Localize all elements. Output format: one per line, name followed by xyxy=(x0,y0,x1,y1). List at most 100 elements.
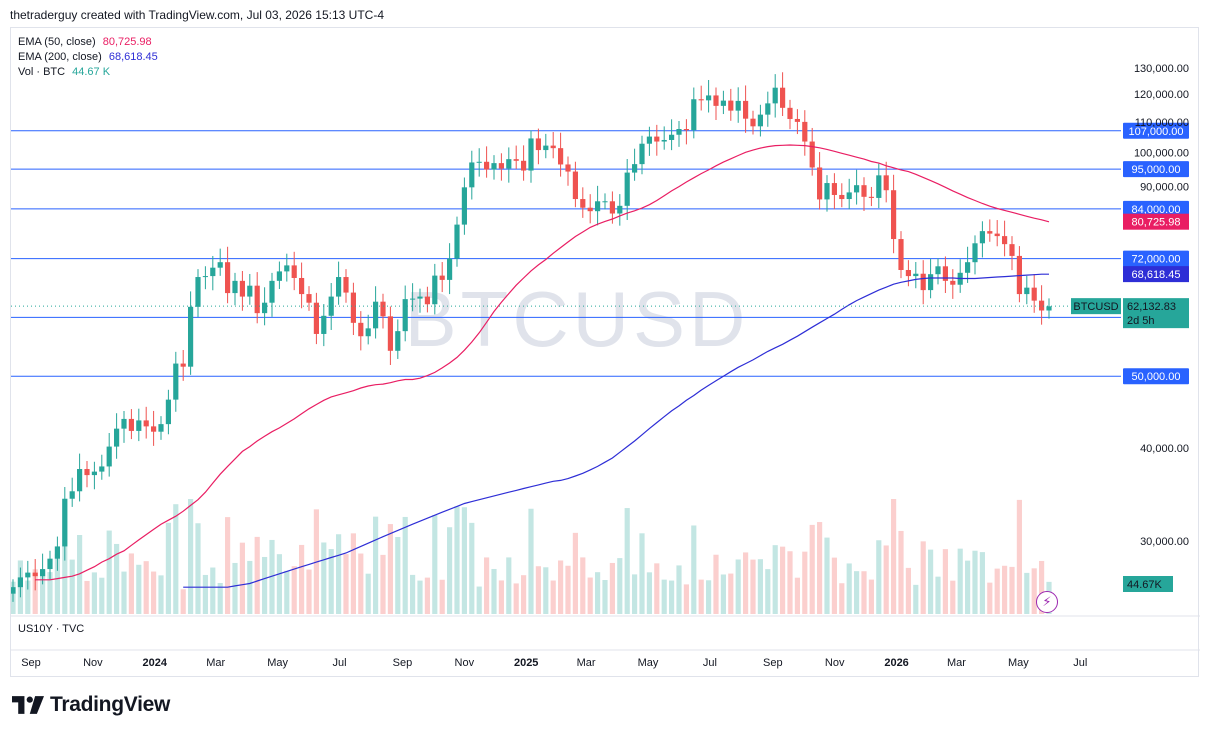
candle-body xyxy=(469,162,475,188)
candle-body xyxy=(846,192,852,200)
candle-body xyxy=(365,328,371,337)
volume-bar xyxy=(17,560,23,614)
volume-bar xyxy=(128,553,134,614)
x-tick-label-6: Sep xyxy=(393,657,413,669)
volume-bar xyxy=(84,580,90,614)
volume-bar xyxy=(202,574,208,614)
candle-body xyxy=(291,265,297,278)
candle-body xyxy=(69,491,75,499)
candle-body xyxy=(1002,236,1008,245)
x-tick-label-5: Jul xyxy=(332,657,346,669)
volume-bar xyxy=(691,525,697,614)
candle-body xyxy=(905,269,911,277)
volume-bar xyxy=(617,558,623,614)
candle-body xyxy=(920,273,926,291)
candle-body xyxy=(876,175,882,198)
candle-body xyxy=(942,266,948,281)
volume-bar xyxy=(365,573,371,614)
x-tick-label-8: 2025 xyxy=(514,657,538,669)
volume-bar xyxy=(950,580,956,614)
volume-bar xyxy=(713,554,719,614)
volume-bar xyxy=(439,579,445,614)
candle-body xyxy=(306,294,312,303)
volume-bar xyxy=(646,572,652,614)
y-tick-label-3: 100,000.00 xyxy=(1134,148,1189,160)
volume-bar xyxy=(11,581,16,614)
volume-bar xyxy=(484,557,490,614)
candle-body xyxy=(572,171,578,200)
volume-bar xyxy=(402,516,408,614)
volume-bar xyxy=(498,580,504,614)
price-chart[interactable]: BTCUSD 107,000.00 95,000.00 84,000.00 72,000… xyxy=(11,28,1200,678)
x-tick-label-2: 2024 xyxy=(143,657,168,669)
legend-ema50[interactable]: EMA (50, close) 80,725.98 xyxy=(18,35,158,50)
volume-bar xyxy=(454,506,460,614)
volume-bar xyxy=(543,567,549,614)
volume-bar xyxy=(809,524,815,614)
volume-bar xyxy=(735,559,741,614)
candle-body xyxy=(313,302,319,334)
volume-bar xyxy=(47,572,53,614)
lightning-icon[interactable]: ⚡ xyxy=(1036,591,1058,613)
candle-body xyxy=(839,194,845,200)
candle-body xyxy=(994,233,1000,237)
ema200-line xyxy=(183,273,1049,588)
candle-body xyxy=(91,471,97,476)
candle-body xyxy=(432,275,438,305)
x-tick-label-14: 2026 xyxy=(884,657,908,669)
candle-body xyxy=(802,121,808,142)
volume-bar xyxy=(587,577,593,614)
candle-body xyxy=(587,207,593,212)
volume-bar xyxy=(491,568,497,614)
y-tick-label-1: 120,000.00 xyxy=(1134,89,1189,101)
volume-bar xyxy=(609,562,615,614)
volume-bar xyxy=(683,584,689,614)
candle-body xyxy=(720,100,726,106)
tradingview-logo[interactable]: TradingView xyxy=(12,693,170,717)
candle-body xyxy=(84,469,90,476)
candle-body xyxy=(276,271,282,281)
candle-body xyxy=(543,145,549,151)
candle-body xyxy=(217,262,223,268)
candle-body xyxy=(336,277,342,297)
volume-bar xyxy=(706,580,712,614)
volume-bar xyxy=(1016,499,1022,614)
ema-price-label-bg-0 xyxy=(1123,213,1189,230)
candle-body xyxy=(617,205,623,214)
volume-bar xyxy=(698,579,704,614)
legend-ema200[interactable]: EMA (200, close) 68,618.45 xyxy=(18,50,158,65)
candle-body xyxy=(550,145,556,149)
candle-body xyxy=(602,201,608,203)
candle-body xyxy=(928,274,934,291)
x-tick-label-10: May xyxy=(638,657,659,669)
candle-body xyxy=(25,572,31,578)
volume-bar xyxy=(572,532,578,614)
candle-body xyxy=(898,239,904,270)
candle-body xyxy=(128,418,134,431)
candle-body xyxy=(935,266,941,275)
volume-bar xyxy=(817,522,823,614)
candle-body xyxy=(743,100,749,119)
last-price-label: 62,132.83 xyxy=(1127,301,1176,313)
candle-body xyxy=(11,587,16,594)
volume-bar xyxy=(521,575,527,614)
volume-bar xyxy=(891,499,897,614)
candle-body xyxy=(424,296,430,305)
volume-bar xyxy=(62,499,68,614)
volume-bar xyxy=(54,553,60,614)
chart-frame[interactable]: BTCUSD 107,000.00 95,000.00 84,000.00 72,000… xyxy=(10,27,1200,678)
candle-body xyxy=(639,143,645,165)
volume-bar xyxy=(794,577,800,614)
volume-bar xyxy=(654,563,660,614)
volume-bar xyxy=(979,552,985,614)
level-label-bg-3 xyxy=(1123,250,1189,267)
legend-ema200-label: EMA (200, close) xyxy=(18,51,102,63)
candle-body xyxy=(669,134,675,140)
candle-body xyxy=(1039,300,1045,311)
volume-bar xyxy=(876,540,882,614)
legend-volume-label: Vol · BTC xyxy=(18,66,66,78)
legend-volume[interactable]: Vol · BTC 44.67 K xyxy=(18,65,158,80)
candle-body xyxy=(809,141,815,168)
candle-body xyxy=(780,87,786,108)
y-tick-label-4: 90,000.00 xyxy=(1140,182,1189,194)
